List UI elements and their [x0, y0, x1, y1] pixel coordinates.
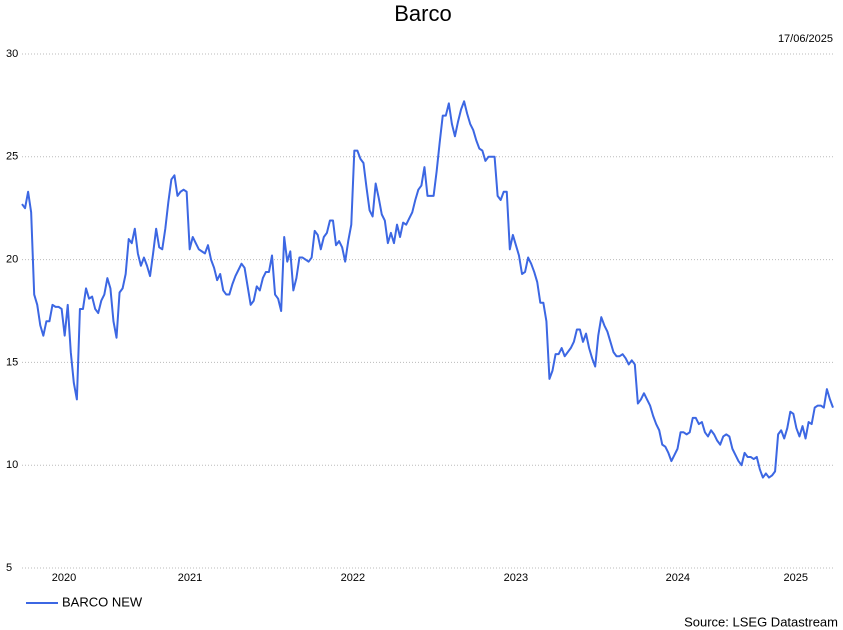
y-tick-label: 15 — [6, 356, 18, 368]
data-line — [21, 100, 834, 479]
legend-label: BARCO NEW — [62, 594, 143, 609]
y-tick-label: 30 — [6, 48, 18, 60]
x-tick-label: 2025 — [784, 572, 808, 584]
x-tick-label: 2020 — [52, 572, 76, 584]
y-tick-label: 20 — [6, 254, 18, 266]
source-label: Source: LSEG Datastream — [684, 614, 838, 629]
chart-title: Barco — [394, 1, 451, 26]
date-label: 17/06/2025 — [778, 33, 833, 45]
x-tick-label: 2023 — [504, 572, 528, 584]
y-tick-label: 5 — [6, 562, 12, 574]
x-tick-label: 2021 — [178, 572, 202, 584]
y-tick-label: 25 — [6, 151, 18, 163]
x-tick-label: 2022 — [341, 572, 365, 584]
y-tick-label: 10 — [6, 459, 18, 471]
x-tick-label: 2024 — [666, 572, 690, 584]
